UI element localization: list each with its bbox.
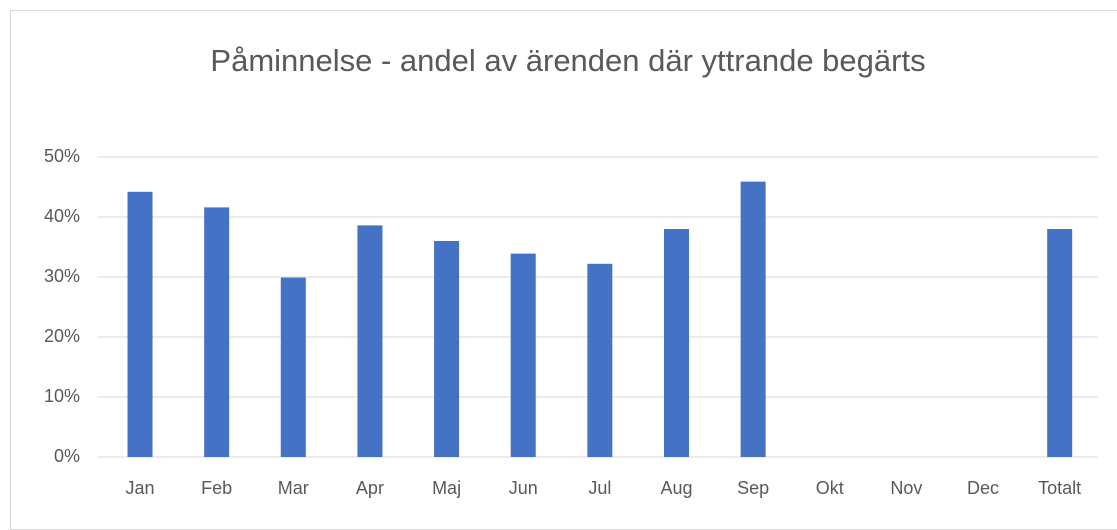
- bar: [280, 277, 306, 457]
- bar: [1047, 229, 1073, 457]
- bar: [204, 207, 230, 457]
- y-tick-label: 20%: [44, 326, 80, 346]
- bar: [740, 181, 766, 457]
- chart-title: Påminnelse - andel av ärenden där yttran…: [210, 43, 926, 78]
- bar: [434, 241, 460, 457]
- x-tick-label: Aug: [660, 478, 692, 498]
- x-tick-label: Mar: [278, 478, 309, 498]
- bar: [587, 263, 613, 457]
- x-tick-label: Apr: [356, 478, 384, 498]
- chart: 0% 10% 20% 30% 40% 50% Jan Feb Mar Apr Maj Jun Jul Au…: [44, 146, 1098, 498]
- x-tick-label: Dec: [967, 478, 999, 498]
- x-tick-label: Feb: [201, 478, 232, 498]
- x-tick-label: Sep: [737, 478, 769, 498]
- y-tick-label: 40%: [44, 206, 80, 226]
- x-tick-label: Nov: [890, 478, 922, 498]
- x-tick-label: Okt: [816, 478, 844, 498]
- y-tick-label: 10%: [44, 386, 80, 406]
- bar: [663, 229, 689, 457]
- bar: [510, 253, 536, 457]
- x-tick-label: Jul: [588, 478, 611, 498]
- x-tick-label: Totalt: [1038, 478, 1081, 498]
- bar: [357, 225, 383, 457]
- y-tick-label: 50%: [44, 146, 80, 166]
- y-tick-label: 0%: [54, 446, 80, 466]
- x-tick-label: Jun: [509, 478, 538, 498]
- y-tick-label: 30%: [44, 266, 80, 286]
- x-tick-label: Maj: [432, 478, 461, 498]
- page: Påminnelse - andel av ärenden där yttran…: [10, 10, 1117, 530]
- x-tick-label: Jan: [126, 478, 155, 498]
- bar: [127, 191, 153, 458]
